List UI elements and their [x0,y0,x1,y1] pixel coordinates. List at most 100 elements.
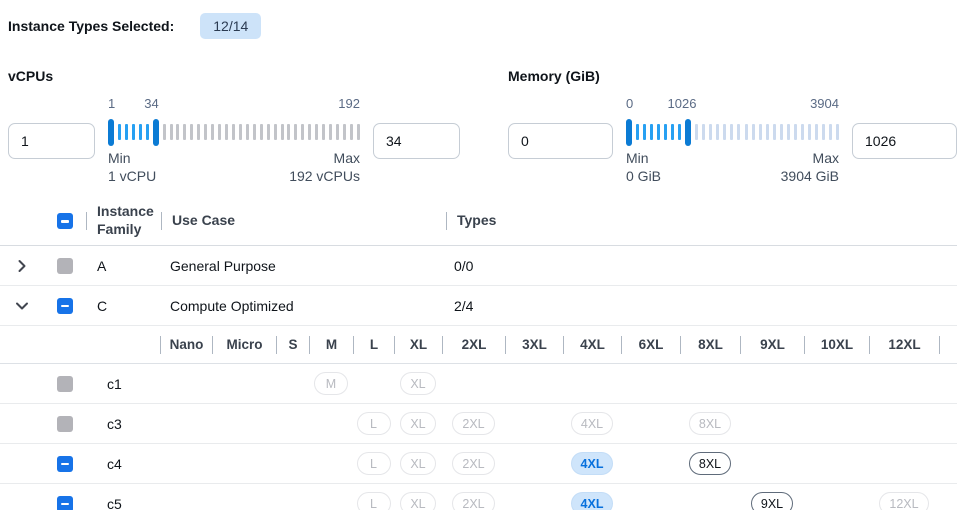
column-divider [309,335,310,354]
size-pill-c1-M: M [314,372,348,395]
instance-row-c5: c5 L XL 2XL 4XL 9XL 12XL [0,484,957,510]
vcpus-label: vCPUs [8,68,54,84]
memory-filter: Memory (GiB) 0 1026 3904 Min Max 0 Gi [508,56,957,185]
scale-label-to: 1026 [667,96,697,111]
memory-label: Memory (GiB) [508,68,600,84]
types-count: 0/0 [454,257,474,274]
checkbox-indeterminate[interactable] [57,495,73,510]
scale-label-max: 3904 [810,96,839,111]
memory-slider[interactable]: 0 1026 3904 Min Max 0 GiB 3904 GiB [626,96,839,185]
slider-tick [162,124,166,140]
size-pill-c5-4XL[interactable]: 4XL [570,492,614,510]
slider-tick [751,124,755,140]
size-column-header: 9XL [760,336,785,352]
vcpus-max-input[interactable] [373,123,460,159]
slider-tick [238,124,242,140]
slider-tick [650,124,654,140]
slider-tick [124,124,128,140]
column-header-types: Types [457,212,497,228]
scale-label-min: 1 [108,96,116,111]
size-pill-c4-4XL[interactable]: 4XL [570,452,614,475]
slider-tick [308,124,312,140]
instance-row-c1: c1 M XL [0,364,957,404]
min-value-caption: 1 vCPU [108,168,157,184]
table-body: A General Purpose 0/0 C Compute Optimized 2/4… [0,246,957,510]
slider-tick [678,124,682,140]
slider-tick [664,124,668,140]
slider-tick [671,124,675,140]
size-column-header: 2XL [461,336,487,352]
size-column-header: L [369,336,379,352]
instance-family-table: Instance Family Use Case Types A General … [0,201,957,510]
slider-tick [336,124,339,140]
column-divider [804,335,805,354]
checkbox-disabled [57,415,73,432]
column-divider [869,335,870,354]
vcpus-slider-track[interactable] [108,115,360,149]
slider-handle[interactable] [626,118,632,146]
filters-section: vCPUs 1 34 192 Min Max 1 vCPU [8,56,957,185]
size-pill-c4-8XL[interactable]: 8XL [688,452,732,475]
size-column-header: Micro [226,336,263,352]
size-column-header: 8XL [698,336,723,352]
slider-tick [786,124,790,140]
vcpus-filter: vCPUs 1 34 192 Min Max 1 vCPU [8,56,460,185]
slider-handle[interactable] [685,118,692,146]
instance-name: c4 [107,455,122,472]
column-divider [353,335,354,354]
size-pill-c3-8XL: 8XL [688,412,732,435]
column-header-use-case: Use Case [172,212,236,228]
slider-handle[interactable] [152,118,159,146]
slider-tick [138,124,142,140]
size-column-header: XL [409,336,428,352]
slider-tick [349,124,353,140]
slider-tick [636,124,640,140]
memory-scale-labels: 0 1026 3904 [626,96,839,115]
expand-row-button[interactable] [0,258,44,274]
column-divider [442,335,443,354]
checkbox-indeterminate[interactable] [57,455,73,472]
family-row-A: A General Purpose 0/0 [0,246,957,286]
selected-summary-label: Instance Types Selected: [8,18,175,34]
checkbox-indeterminate[interactable] [57,213,73,229]
column-divider [563,335,564,354]
size-columns-header: Nano Micro S M L XL 2XL 3XL 4XL 6XL 8XL 9XL 10XL 12XL [0,326,957,364]
size-column-header: 4XL [580,336,605,352]
size-pill-c5-L: L [356,492,391,510]
size-pill-c5-9XL[interactable]: 9XL [750,492,794,510]
memory-max-input[interactable] [852,123,957,159]
slider-tick [176,124,180,140]
vcpus-slider[interactable]: 1 34 192 Min Max 1 vCPU 192 vCPUs [108,96,360,185]
slider-handle[interactable] [108,118,114,146]
column-divider [276,335,277,354]
memory-min-input[interactable] [508,123,613,159]
column-divider [161,212,162,230]
size-pill-c3-4XL: 4XL [570,412,614,435]
max-value-caption: 192 vCPUs [289,168,360,184]
slider-tick [835,124,839,140]
slider-tick [744,124,748,140]
max-caption: Max [812,150,839,166]
slider-tick [716,124,720,140]
table-header-row: Instance Family Use Case Types [0,201,957,246]
size-pill-c1-XL: XL [400,372,436,395]
slider-tick [356,124,360,140]
memory-slider-track[interactable] [626,115,839,149]
slider-tick [117,124,121,140]
checkbox-indeterminate[interactable] [57,297,73,314]
max-caption: Max [333,150,360,166]
size-column-header: 6XL [638,336,664,352]
column-divider [86,212,87,230]
vcpus-min-input[interactable] [8,123,95,159]
slider-tick [259,124,263,140]
instance-name: c5 [107,495,122,510]
column-divider [160,335,161,354]
slider-tick [273,124,277,140]
min-value-caption: 0 GiB [626,168,662,184]
scale-label-min: 0 [626,96,634,111]
collapse-row-button[interactable] [0,298,44,314]
slider-tick [252,124,256,140]
family-row-C: C Compute Optimized 2/4 [0,286,957,326]
slider-tick [145,124,149,140]
scale-label-max: 192 [338,96,360,111]
